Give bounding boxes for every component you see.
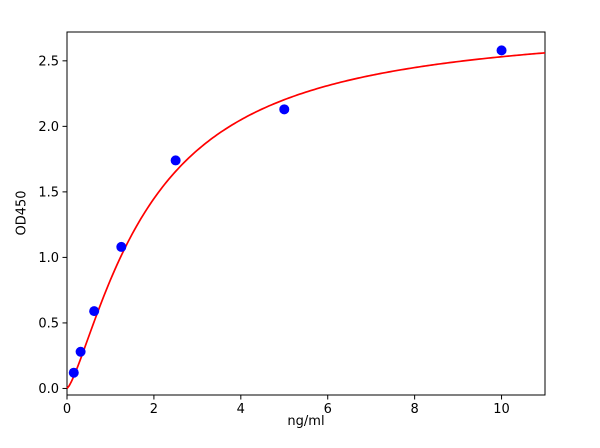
x-tick-label: 6 [324, 402, 332, 417]
x-tick-label: 8 [410, 402, 418, 417]
data-point [496, 45, 507, 56]
y-tick-label: 0.5 [38, 316, 59, 331]
x-axis-label: ng/ml [287, 414, 325, 429]
data-point [279, 104, 290, 115]
x-tick-label: 2 [150, 402, 158, 417]
y-axis-label: OD450 [14, 190, 30, 236]
data-point [75, 346, 86, 357]
fit-curve [66, 52, 546, 389]
y-tick-label: 1.0 [38, 251, 59, 266]
x-tick-label: 4 [237, 402, 245, 417]
data-point [68, 367, 79, 378]
plot-frame [66, 31, 546, 396]
data-point [116, 241, 127, 252]
x-tick-label: 10 [493, 402, 510, 417]
y-tick-label: 1.5 [38, 185, 59, 200]
data-point [89, 306, 100, 317]
y-tick-label: 2.5 [38, 54, 59, 69]
y-tick-label: 0.0 [38, 382, 59, 397]
data-point [170, 155, 181, 166]
x-tick-label: 0 [63, 402, 71, 417]
y-tick-label: 2.0 [38, 120, 59, 135]
